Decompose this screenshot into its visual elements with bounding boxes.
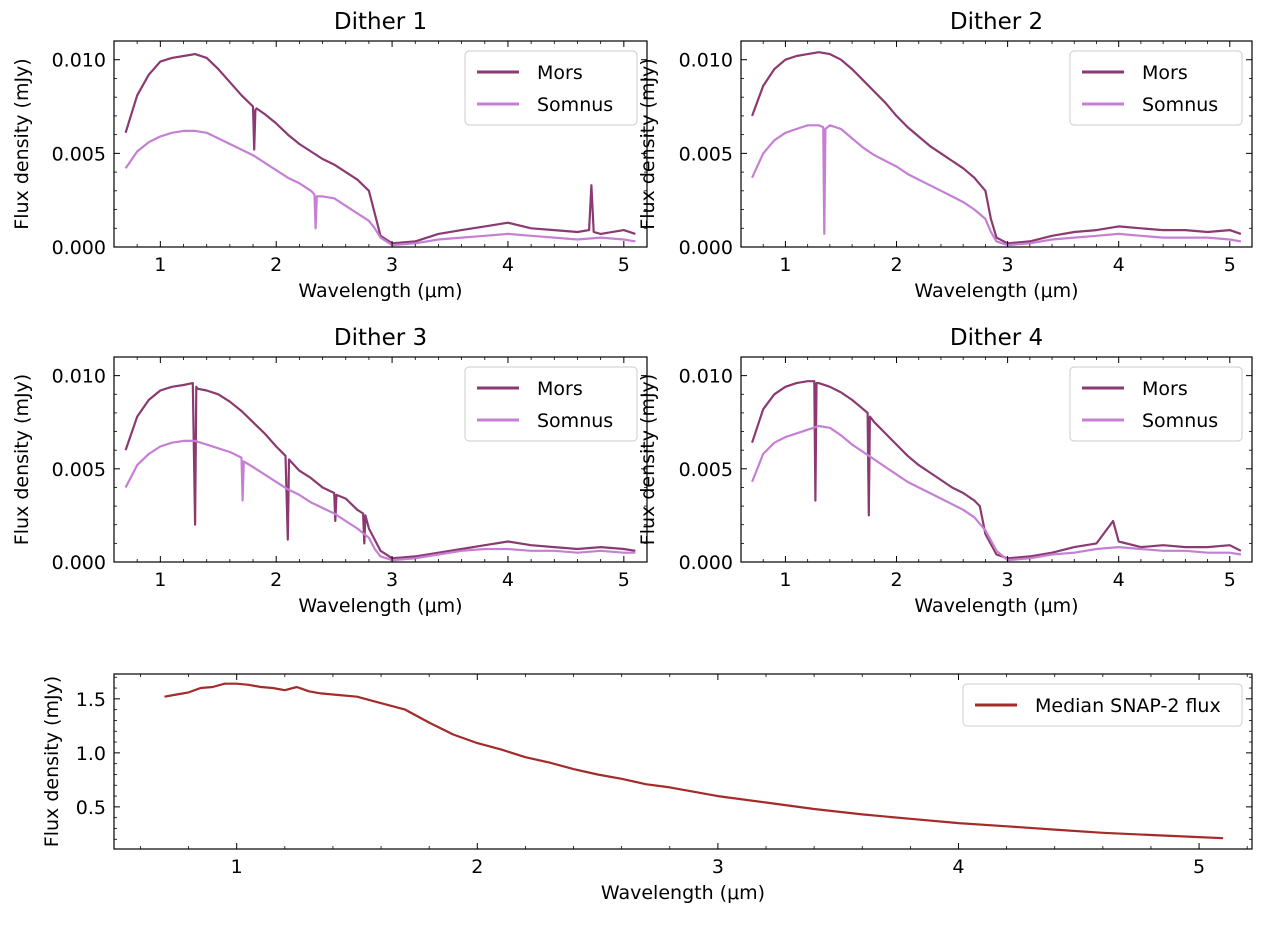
panel-title: Dither 4 [950, 325, 1043, 351]
axes-frame [113, 40, 648, 248]
series-line-somnus [124, 439, 636, 562]
legend-label: Somnus [537, 94, 613, 116]
x-tick-label: 5 [1224, 254, 1236, 276]
panel-5: 1 2 3 4 5 0.5 1.0 1.5 Wavelength (μm) Flux densit… [41, 673, 1253, 904]
axes-frame [113, 356, 648, 563]
series-line-somnus [751, 424, 1242, 562]
x-tick-label: 4 [502, 254, 514, 276]
legend: Mors Somnus [1069, 366, 1243, 442]
y-axis-label: Flux density (mJy) [11, 374, 33, 545]
legend-label: Somnus [537, 410, 613, 432]
x-axis-label: Wavelength (μm) [601, 882, 765, 904]
legend: Mors Somnus [464, 50, 638, 126]
x-tick-label: 4 [502, 569, 514, 591]
legend-box [1069, 366, 1243, 442]
x-tick-label: 5 [618, 569, 630, 591]
panel-title: Dither 2 [950, 9, 1043, 35]
x-tick-label: 5 [1193, 856, 1205, 878]
legend-label: Mors [537, 62, 583, 84]
series-line-somnus [124, 129, 636, 247]
panel-title: Dither 1 [334, 9, 427, 35]
x-tick-label: 1 [231, 856, 243, 878]
legend: Mors Somnus [1069, 50, 1243, 126]
legend-label: Somnus [1142, 94, 1218, 116]
y-tick-label: 0.000 [52, 237, 106, 259]
series-line-mors [751, 51, 1242, 245]
series-line-mors [124, 53, 636, 245]
series-line-somnus [751, 124, 1242, 247]
legend-box [464, 50, 638, 126]
legend-box [464, 366, 638, 442]
x-tick-label: 3 [386, 569, 398, 591]
legend-box [1069, 50, 1243, 126]
x-tick-label: 4 [1113, 569, 1125, 591]
y-tick-label: 0.000 [679, 552, 733, 574]
x-axis-label: Wavelength (μm) [298, 280, 462, 302]
series-line-mors [124, 382, 636, 560]
y-axis-label: Flux density (mJy) [637, 374, 659, 545]
x-tick-label: 4 [1113, 254, 1125, 276]
panel-3: 1 2 3 4 5 0.000 0.005 0.010 Dither 3 Wavelength (… [11, 325, 648, 617]
y-tick-label: 0.010 [52, 366, 106, 388]
y-tick-label: 0.010 [52, 50, 106, 72]
x-tick-label: 1 [154, 254, 166, 276]
panel-2: 1 2 3 4 5 0.000 0.005 0.010 Dither 2 Wavelength (… [637, 9, 1253, 302]
series-line-mors [751, 380, 1242, 560]
x-axis-label: Wavelength (μm) [914, 280, 1078, 302]
x-tick-label: 3 [1002, 569, 1014, 591]
x-axis-label: Wavelength (μm) [914, 595, 1078, 617]
legend-label: Mors [1142, 62, 1188, 84]
y-tick-label: 1.0 [76, 743, 106, 765]
x-tick-label: 1 [779, 254, 791, 276]
x-tick-label: 3 [712, 856, 724, 878]
x-tick-label: 1 [779, 569, 791, 591]
axes-frame [740, 40, 1253, 248]
y-tick-label: 0.010 [679, 50, 733, 72]
y-axis-label: Flux density (mJy) [11, 58, 33, 229]
y-tick-label: 1.5 [76, 689, 106, 711]
legend-box [962, 683, 1243, 727]
x-tick-label: 2 [270, 569, 282, 591]
y-axis-label: Flux density (mJy) [637, 58, 659, 229]
y-tick-label: 0.000 [679, 237, 733, 259]
y-axis-label: Flux density (mJy) [41, 676, 63, 847]
x-tick-label: 2 [471, 856, 483, 878]
legend-label: Mors [1142, 378, 1188, 400]
panel-title: Dither 3 [334, 325, 427, 351]
x-tick-label: 5 [1224, 569, 1236, 591]
x-tick-label: 4 [952, 856, 964, 878]
legend-label: Mors [537, 378, 583, 400]
y-tick-label: 0.005 [679, 459, 733, 481]
x-tick-label: 2 [270, 254, 282, 276]
x-axis-label: Wavelength (μm) [298, 595, 462, 617]
legend-label: Median SNAP-2 flux [1035, 695, 1221, 717]
legend: Mors Somnus [464, 366, 638, 442]
y-tick-label: 0.005 [52, 459, 106, 481]
y-tick-label: 0.005 [52, 143, 106, 165]
legend: Median SNAP-2 flux [962, 683, 1243, 727]
x-tick-label: 2 [890, 254, 902, 276]
series-line-median [164, 682, 1224, 840]
axes-frame [740, 356, 1253, 563]
y-tick-label: 0.010 [679, 366, 733, 388]
axes-frame [113, 673, 1253, 850]
x-tick-label: 2 [890, 569, 902, 591]
x-tick-label: 3 [1002, 254, 1014, 276]
x-tick-label: 1 [154, 569, 166, 591]
panel-4: 1 2 3 4 5 0.000 0.005 0.010 Dither 4 Wavelength (… [637, 325, 1253, 617]
y-tick-label: 0.000 [52, 552, 106, 574]
x-tick-label: 5 [618, 254, 630, 276]
y-tick-label: 0.5 [76, 797, 106, 819]
panel-1: 1 2 3 4 5 0.000 0.005 0.010 Dither 1 Wavelength (… [11, 9, 648, 302]
legend-label: Somnus [1142, 410, 1218, 432]
y-tick-label: 0.005 [679, 143, 733, 165]
x-tick-label: 3 [386, 254, 398, 276]
